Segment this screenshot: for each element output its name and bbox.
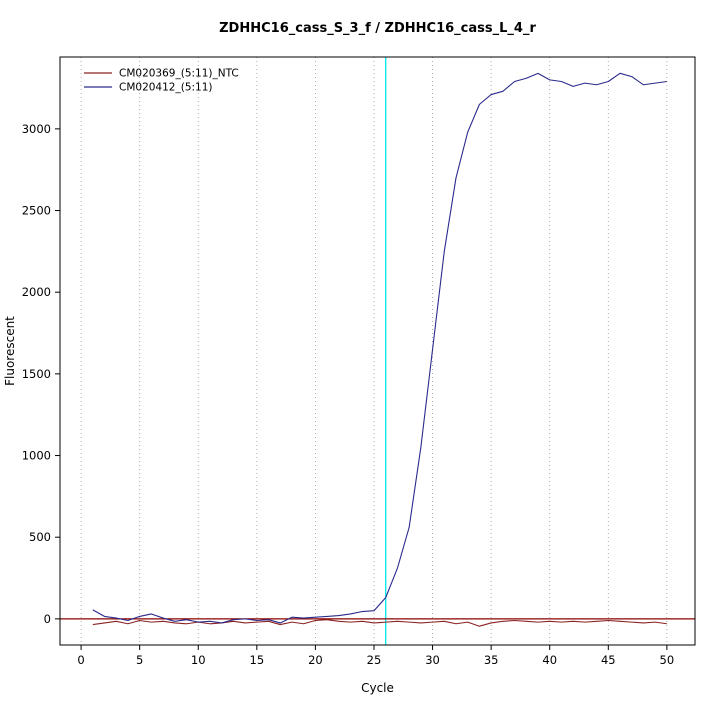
legend-label: CM020412_(5:11) <box>119 82 213 94</box>
x-tick-label: 15 <box>250 653 265 667</box>
x-tick-label: 35 <box>484 653 499 667</box>
x-tick-label: 20 <box>308 653 323 667</box>
x-tick-label: 0 <box>77 653 84 667</box>
legend-label: CM020369_(5:11)_NTC <box>119 68 239 80</box>
x-tick-label: 5 <box>136 653 143 667</box>
chart-title: ZDHHC16_cass_S_3_f / ZDHHC16_cass_L_4_r <box>219 21 536 36</box>
y-axis-label: Fluorescent <box>3 316 17 386</box>
plot-border <box>59 56 696 646</box>
x-tick-label: 40 <box>542 653 557 667</box>
y-tick-label: 3000 <box>22 122 51 136</box>
y-tick-label: 500 <box>29 530 51 544</box>
x-tick-label: 10 <box>191 653 206 667</box>
series-line-ntc <box>92 619 667 627</box>
y-tick-label: 1000 <box>22 449 51 463</box>
y-tick-label: 0 <box>44 612 51 626</box>
y-tick-label: 1500 <box>22 367 51 381</box>
y-tick-label: 2500 <box>22 204 51 218</box>
x-tick-label: 25 <box>367 653 382 667</box>
x-tick-label: 50 <box>660 653 675 667</box>
x-tick-label: 45 <box>601 653 616 667</box>
series-line-sample <box>92 72 667 624</box>
y-tick-label: 2000 <box>22 285 51 299</box>
x-tick-label: 30 <box>425 653 440 667</box>
x-axis-label: Cycle <box>361 681 394 695</box>
